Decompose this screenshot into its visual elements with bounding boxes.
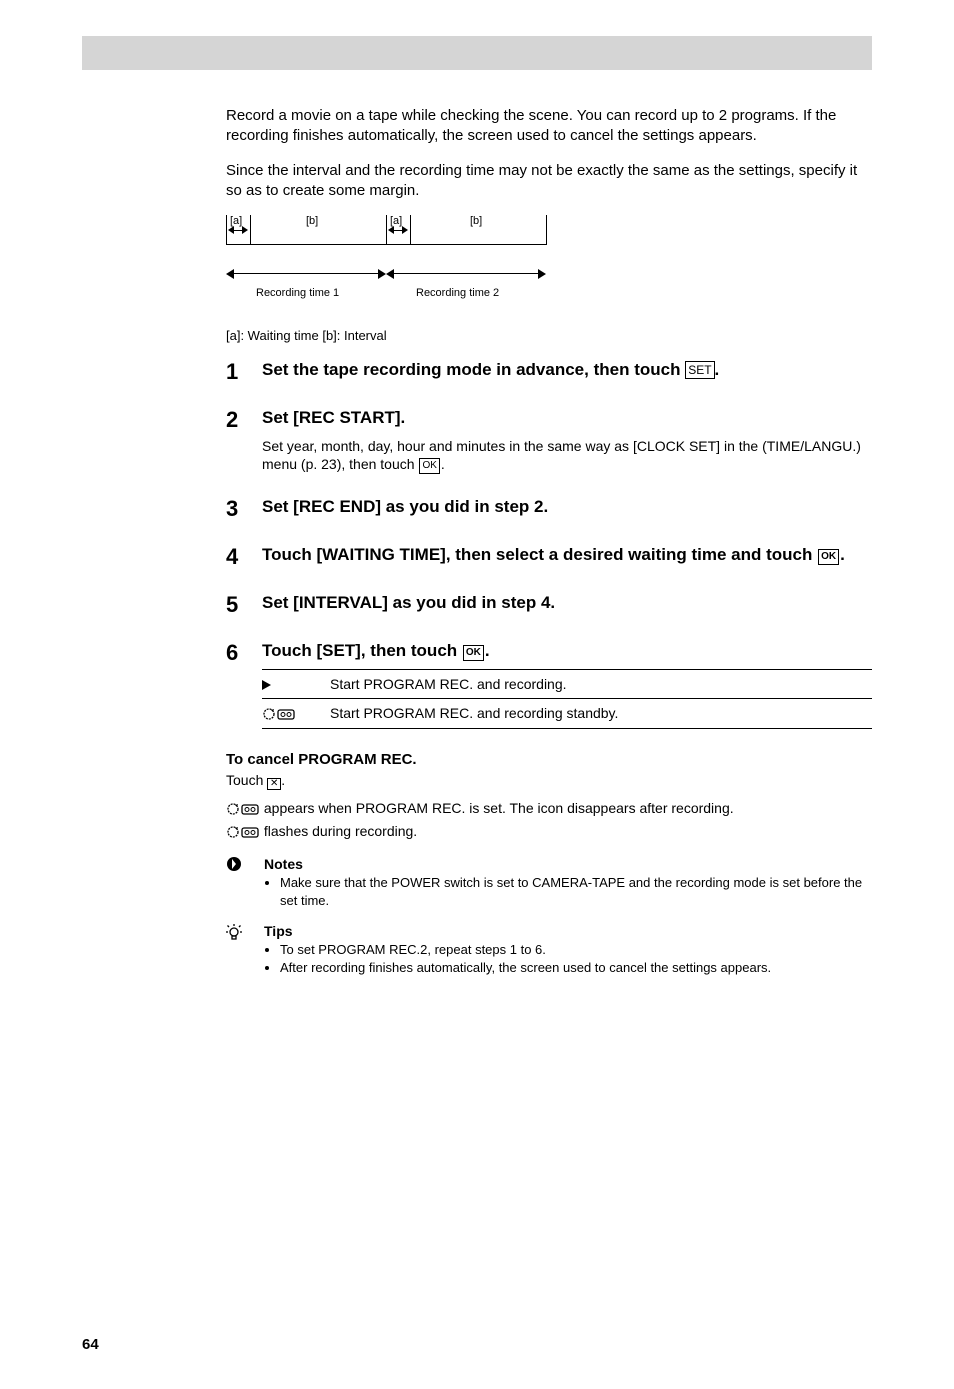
intro-1: Record a movie on a tape while checking …	[226, 106, 872, 147]
diag-b1: [b]	[306, 215, 318, 227]
cancel-block: To cancel PROGRAM REC. Touch ✕.	[226, 751, 872, 790]
intro-2: Since the interval and the recording tim…	[226, 161, 872, 202]
play-icon	[262, 680, 271, 690]
step-2: 2 Set [REC START]. Set year, month, day,…	[226, 407, 872, 475]
diag-rec2: Recording time 2	[416, 287, 499, 299]
notes-section: Notes Make sure that the POWER switch is…	[226, 856, 872, 909]
step-text: Touch [SET], then touch OK.	[262, 640, 872, 663]
step-6: 6 Touch [SET], then touch OK. Start PROG…	[226, 640, 872, 729]
table-row: Start PROGRAM REC. and recording.	[262, 670, 872, 699]
step-num: 1	[226, 359, 262, 385]
play-icon-cell	[262, 670, 330, 699]
tip-icon	[226, 923, 256, 948]
diag-a1: [a]	[230, 215, 242, 227]
tips-title: Tips	[264, 923, 872, 939]
notes-title: Notes	[264, 856, 872, 872]
row-desc: Start PROGRAM REC. and recording standby…	[330, 699, 872, 729]
step-text: Set the tape recording mode in advance, …	[262, 359, 872, 385]
diag-rec1: Recording time 1	[256, 287, 339, 299]
notes-list: Make sure that the POWER switch is set t…	[264, 874, 872, 909]
list-item: To set PROGRAM REC.2, repeat steps 1 to …	[280, 941, 872, 959]
step6-table: Start PROGRAM REC. and recording. Start …	[262, 669, 872, 729]
ok-box: OK	[419, 458, 439, 474]
cancel-title: To cancel PROGRAM REC.	[226, 751, 872, 768]
loop-flashes: flashes during recording.	[226, 823, 872, 840]
diag-b2: [b]	[470, 215, 482, 227]
step-num: 6	[226, 640, 262, 729]
note-icon	[226, 856, 256, 877]
step-num: 3	[226, 496, 262, 522]
step-text: Set [INTERVAL] as you did in step 4.	[262, 592, 872, 618]
list-item: After recording finishes automatically, …	[280, 959, 872, 977]
list-item: Make sure that the POWER switch is set t…	[280, 874, 872, 909]
timing-diagram: [a] [b] [a] [b] Recording time 1 Recordi…	[226, 215, 548, 301]
diag-a2: [a]	[390, 215, 402, 227]
step-num: 5	[226, 592, 262, 618]
footer: 64	[82, 1336, 872, 1353]
header-bar	[82, 36, 872, 70]
loop-tape-icon	[262, 706, 296, 722]
loop-appears: appears when PROGRAM REC. is set. The ic…	[226, 800, 872, 817]
step-text: Set [REC END] as you did in step 2.	[262, 496, 872, 522]
set-box: SET	[685, 361, 714, 379]
step-text: Touch [WAITING TIME], then select a desi…	[262, 544, 872, 570]
x-box-icon: ✕	[267, 778, 281, 790]
loop-tape-icon	[226, 824, 260, 840]
steps-list: 1 Set the tape recording mode in advance…	[226, 359, 872, 730]
ok-box: OK	[463, 645, 484, 661]
tips-list: To set PROGRAM REC.2, repeat steps 1 to …	[264, 941, 872, 976]
cancel-text: Touch ✕.	[226, 772, 872, 790]
step-sub: Set year, month, day, hour and minutes i…	[262, 437, 872, 475]
loop-icon-cell	[262, 699, 330, 729]
step-1: 1 Set the tape recording mode in advance…	[226, 359, 872, 385]
step-text: Set [REC START].	[262, 407, 872, 433]
step-3: 3 Set [REC END] as you did in step 2.	[226, 496, 872, 522]
table-row: Start PROGRAM REC. and recording standby…	[262, 699, 872, 729]
tips-section: Tips To set PROGRAM REC.2, repeat steps …	[226, 923, 872, 976]
row-desc: Start PROGRAM REC. and recording.	[330, 670, 872, 699]
step-num: 4	[226, 544, 262, 570]
step-4: 4 Touch [WAITING TIME], then select a de…	[226, 544, 872, 570]
ok-box: OK	[818, 549, 839, 565]
loop-tape-icon	[226, 801, 260, 817]
step-5: 5 Set [INTERVAL] as you did in step 4.	[226, 592, 872, 618]
diagram-legend: [a]: Waiting time [b]: Interval	[226, 327, 872, 345]
page-number: 64	[82, 1336, 99, 1353]
step-num: 2	[226, 407, 262, 433]
